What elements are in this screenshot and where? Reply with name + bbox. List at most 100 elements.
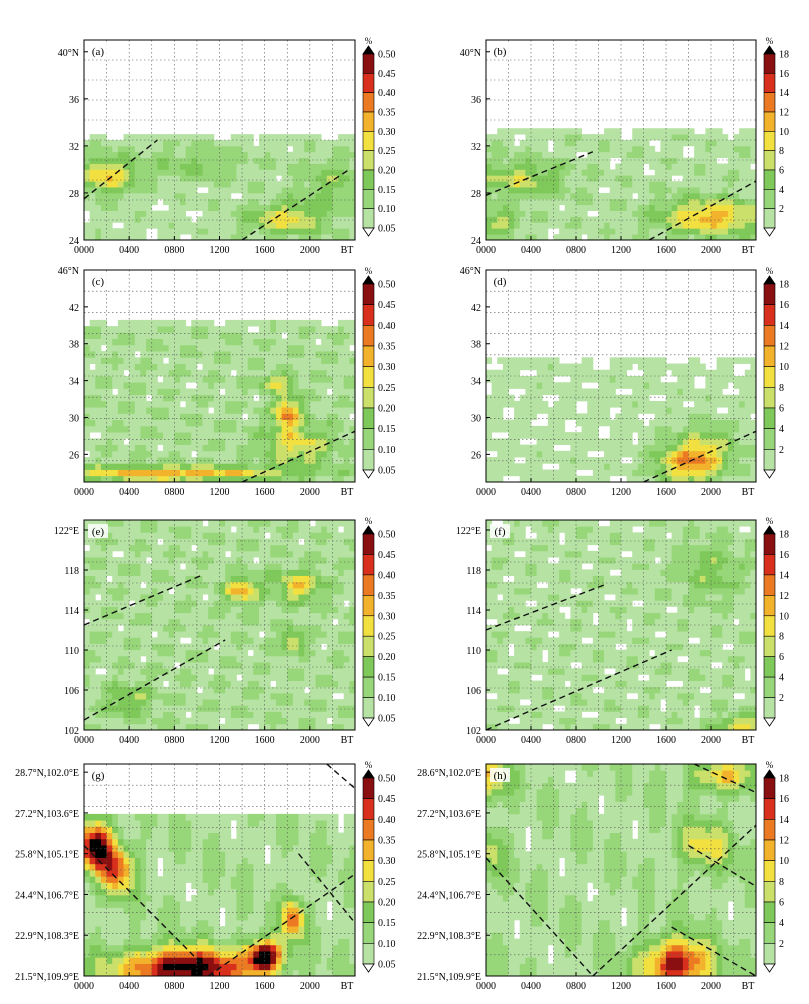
y-tick-label: 30	[69, 413, 79, 424]
heatmap-cell	[191, 463, 198, 470]
heatmap-cell	[196, 376, 203, 383]
heatmap-cell	[750, 228, 756, 235]
heatmap-cell	[208, 363, 215, 371]
heatmap-cell	[654, 382, 661, 389]
heatmap-cell	[626, 140, 633, 147]
heatmap-cell	[309, 140, 316, 147]
heatmap-cell	[643, 157, 650, 164]
heatmap-cell	[202, 631, 209, 638]
heatmap-cell	[202, 618, 209, 626]
heatmap-cell	[179, 475, 187, 482]
heatmap-cell	[570, 210, 577, 217]
heatmap-cell	[632, 163, 639, 170]
heatmap-cell	[146, 351, 153, 358]
heatmap-cell	[688, 192, 695, 200]
heatmap-cell	[259, 612, 266, 620]
heatmap-cell	[264, 463, 271, 470]
heatmap-cell	[185, 157, 192, 164]
heatmap-cell	[547, 363, 554, 371]
heatmap-cell	[95, 655, 102, 663]
heatmap-cell	[654, 450, 661, 458]
heatmap-cell	[332, 163, 339, 170]
heatmap-cell	[185, 145, 192, 153]
heatmap-cell	[264, 369, 271, 377]
colorbar-segment	[763, 53, 776, 74]
heatmap-cell	[225, 169, 232, 176]
heatmap-cell	[191, 332, 198, 339]
heatmap-cell	[514, 216, 521, 223]
heatmap-cell	[559, 382, 566, 389]
heatmap-cell	[95, 425, 102, 433]
heatmap-cell	[671, 475, 678, 482]
heatmap-cell	[637, 394, 644, 402]
heatmap-cell	[146, 444, 153, 452]
heatmap-cell	[502, 400, 509, 408]
heatmap-cell	[705, 475, 712, 482]
heatmap-cell	[519, 163, 526, 170]
heatmap-cell	[174, 169, 181, 176]
heatmap-cell	[106, 618, 113, 626]
heatmap-cell	[315, 228, 322, 235]
heatmap-cell	[208, 169, 215, 176]
heatmap-cell	[326, 145, 333, 153]
heatmap-cell	[230, 711, 237, 719]
heatmap-cell	[230, 140, 237, 147]
heatmap-cell	[264, 723, 271, 730]
heatmap-cell	[581, 210, 588, 217]
heatmap-cell	[525, 388, 532, 396]
heatmap-cell	[264, 668, 271, 675]
heatmap-cell	[264, 151, 271, 159]
heatmap-cell	[525, 192, 532, 200]
heatmap-cell	[298, 332, 305, 339]
heatmap-cell	[208, 192, 215, 200]
heatmap-cell	[559, 228, 566, 235]
heatmap-cell	[259, 432, 266, 439]
heatmap-cell	[84, 140, 91, 147]
heatmap-cell	[208, 723, 215, 730]
heatmap-cell	[750, 388, 756, 396]
colorbar-segment	[763, 111, 776, 132]
heatmap-cell	[287, 376, 294, 383]
heatmap-cell	[151, 674, 158, 681]
heatmap-cell	[163, 388, 170, 396]
heatmap-cell	[502, 463, 509, 470]
heatmap-cell	[213, 587, 220, 595]
heatmap-cell	[151, 655, 158, 663]
heatmap-cell	[637, 157, 644, 164]
heatmap-cell	[174, 204, 181, 211]
heatmap-cell	[151, 187, 158, 194]
heatmap-cell	[259, 686, 266, 694]
heatmap-cell	[332, 169, 339, 176]
heatmap-cell	[326, 326, 333, 333]
heatmap-cell	[486, 192, 493, 200]
heatmap-cell	[236, 163, 243, 170]
heatmap-cell	[168, 163, 175, 170]
heatmap-cell	[168, 563, 175, 570]
heatmap-cell	[84, 438, 91, 445]
heatmap-cell	[264, 686, 271, 694]
heatmap-cell	[292, 475, 299, 482]
heatmap-cell	[264, 655, 271, 663]
heatmap-cell	[202, 637, 209, 644]
heatmap-cell	[151, 649, 158, 657]
heatmap-cell	[270, 612, 277, 620]
heatmap-cell	[185, 400, 192, 408]
heatmap-cell	[699, 400, 706, 408]
heatmap-cell	[643, 457, 650, 464]
heatmap-cell	[598, 457, 605, 464]
heatmap-cell	[157, 550, 164, 558]
heatmap-cell	[677, 169, 684, 176]
heatmap-cell	[553, 475, 560, 482]
heatmap-cell	[615, 357, 622, 364]
heatmap-cell	[225, 625, 232, 632]
heatmap-cell	[592, 222, 599, 229]
heatmap-cell	[338, 388, 345, 396]
heatmap-cell	[112, 450, 119, 458]
heatmap-cell	[106, 680, 113, 688]
heatmap-cell	[587, 169, 594, 176]
heatmap-cell	[146, 538, 153, 546]
heatmap-cell	[259, 544, 266, 552]
heatmap-cell	[338, 234, 345, 240]
heatmap-cell	[677, 394, 684, 402]
heatmap-cell	[660, 175, 667, 182]
